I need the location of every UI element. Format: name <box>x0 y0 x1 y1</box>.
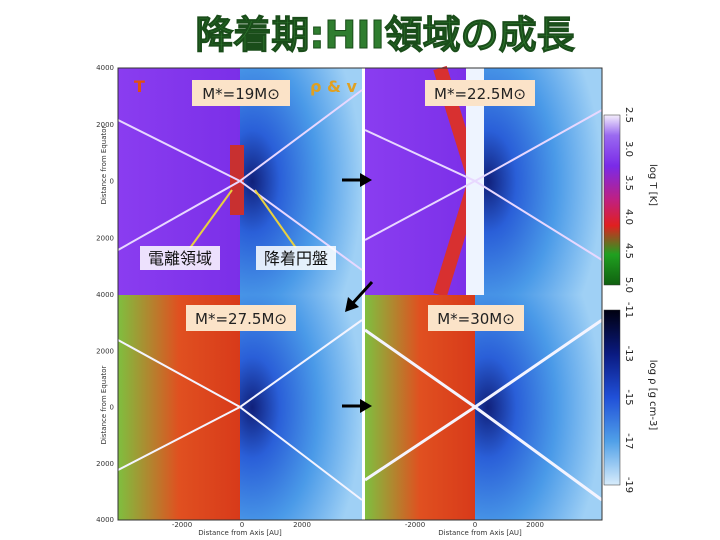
x-axis-label: Distance from Axis [AU] <box>198 529 282 537</box>
y-tick-label: 2000 <box>96 121 114 129</box>
x-axis-label: Distance from Axis [AU] <box>438 529 522 537</box>
colorbar-label: log ρ [g cm-3] <box>647 360 658 431</box>
slide-title: 降着期:HII領域の成長 <box>195 13 575 57</box>
y-tick-label: 4000 <box>96 291 114 299</box>
colorbar-tick-label: -19 <box>623 477 634 493</box>
y-tick-label: 2000 <box>96 234 114 242</box>
colorbar-tick-label: 4.5 <box>623 243 634 259</box>
y-tick-label: 4000 <box>96 64 114 72</box>
y-axis-label: Distance from Equator <box>100 125 108 204</box>
colorbar-tick-label: 2.5 <box>623 107 634 123</box>
colorbar-tick-label: -17 <box>623 433 634 449</box>
colorbar <box>603 309 621 486</box>
arrows <box>342 173 374 413</box>
panel-label: M*=30M⊙ <box>437 310 515 328</box>
colorbar-tick-label: -15 <box>623 389 634 405</box>
x-tick-label: 0 <box>240 521 244 529</box>
panel-label: M*=22.5M⊙ <box>434 85 526 103</box>
annotation-pointer <box>189 189 297 249</box>
panel-label: M*=27.5M⊙ <box>195 310 287 328</box>
panel-bottom-right <box>364 295 603 520</box>
annotation: 電離領域 <box>148 249 212 268</box>
colorbar-tick-label: 5.0 <box>623 277 634 293</box>
annotation: 降着円盤 <box>264 249 328 268</box>
x-tick-label: 0 <box>473 521 477 529</box>
y-tick-label: 2000 <box>96 460 114 468</box>
colorbar-tick-label: 4.0 <box>623 209 634 225</box>
y-tick-label: 0 <box>110 178 114 186</box>
y-axis-label: Distance from Equator <box>100 365 108 444</box>
y-tick-label: 0 <box>110 404 114 412</box>
x-tick-label: 2000 <box>293 521 311 529</box>
colorbar-tick-label: 3.5 <box>623 175 634 191</box>
field-label: ρ & v <box>310 77 358 96</box>
x-tick-label: -2000 <box>405 521 425 529</box>
panel-label: M*=19M⊙ <box>202 85 280 103</box>
panel-bottom-left <box>117 295 363 520</box>
x-tick-label: -2000 <box>172 521 192 529</box>
field-label: T <box>134 77 145 96</box>
colorbar-tick-label: 3.0 <box>623 141 634 157</box>
colorbar <box>603 114 621 286</box>
colorbar-tick-label: -11 <box>623 302 634 318</box>
colorbar-tick-label: -13 <box>623 346 634 362</box>
y-tick-label: 2000 <box>96 347 114 355</box>
x-tick-label: 2000 <box>526 521 544 529</box>
panel-frame <box>117 67 603 521</box>
y-tick-label: 4000 <box>96 516 114 524</box>
panel-labels: M*=19M⊙ M*=22.5M⊙ M*=27.5M⊙ M*=30M⊙ <box>186 80 535 331</box>
colorbar-label: log T [K] <box>647 164 658 206</box>
